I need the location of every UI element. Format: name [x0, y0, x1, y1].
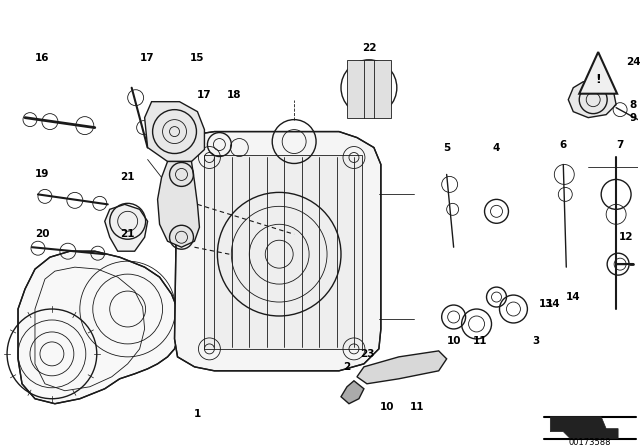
Text: !: ! — [595, 73, 601, 86]
Text: 3: 3 — [532, 336, 540, 346]
Text: 17: 17 — [140, 53, 155, 63]
Polygon shape — [357, 351, 447, 384]
Polygon shape — [105, 204, 148, 251]
Text: 23: 23 — [360, 349, 374, 359]
Polygon shape — [157, 161, 200, 247]
Text: 7: 7 — [616, 139, 624, 150]
Text: 10: 10 — [380, 402, 394, 412]
Text: 14: 14 — [546, 299, 561, 309]
Text: 5: 5 — [443, 142, 451, 152]
Text: 8: 8 — [630, 99, 637, 110]
Text: 11: 11 — [410, 402, 424, 412]
Polygon shape — [568, 82, 616, 118]
Text: 17: 17 — [197, 90, 212, 100]
Polygon shape — [550, 417, 618, 439]
Text: 9: 9 — [630, 112, 637, 123]
Text: 10: 10 — [446, 336, 461, 346]
Text: 20: 20 — [35, 229, 49, 239]
Text: 21: 21 — [120, 172, 135, 182]
Polygon shape — [175, 132, 381, 371]
Polygon shape — [341, 381, 364, 404]
Text: 11: 11 — [474, 336, 488, 346]
Text: 22: 22 — [362, 43, 376, 53]
Text: 13: 13 — [539, 299, 554, 309]
Text: 14: 14 — [566, 292, 580, 302]
Polygon shape — [18, 251, 177, 404]
Text: 6: 6 — [559, 139, 567, 150]
Polygon shape — [579, 52, 617, 94]
Text: 00173588: 00173588 — [569, 438, 611, 447]
Bar — [204, 155, 362, 349]
Text: 16: 16 — [35, 53, 49, 63]
Text: 2: 2 — [343, 362, 351, 372]
Text: 1: 1 — [194, 409, 201, 419]
Text: 12: 12 — [619, 232, 634, 242]
Polygon shape — [145, 102, 204, 161]
Bar — [347, 60, 391, 118]
Text: 21: 21 — [120, 229, 135, 239]
Text: 18: 18 — [227, 90, 241, 100]
Text: 4: 4 — [493, 142, 500, 152]
Text: 19: 19 — [35, 169, 49, 180]
Text: 15: 15 — [190, 53, 205, 63]
Text: 24: 24 — [626, 57, 640, 67]
